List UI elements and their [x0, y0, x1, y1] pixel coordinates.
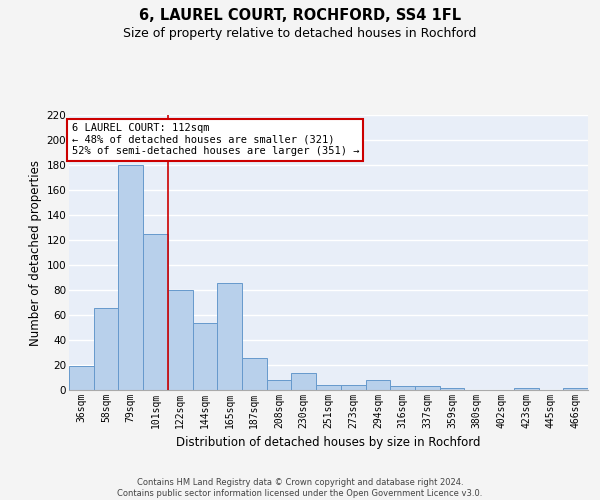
Bar [94, 308, 118, 390]
Text: 6, LAUREL COURT, ROCHFORD, SS4 1FL: 6, LAUREL COURT, ROCHFORD, SS4 1FL [139, 8, 461, 22]
Bar [217, 282, 242, 390]
Bar [390, 386, 415, 390]
Bar [267, 380, 292, 390]
Text: Contains HM Land Registry data © Crown copyright and database right 2024.
Contai: Contains HM Land Registry data © Crown c… [118, 478, 482, 498]
Bar [415, 386, 440, 390]
Bar [440, 388, 464, 390]
Text: Size of property relative to detached houses in Rochford: Size of property relative to detached ho… [124, 28, 476, 40]
Text: 6 LAUREL COURT: 112sqm
← 48% of detached houses are smaller (321)
52% of semi-de: 6 LAUREL COURT: 112sqm ← 48% of detached… [71, 123, 359, 156]
X-axis label: Distribution of detached houses by size in Rochford: Distribution of detached houses by size … [176, 436, 481, 450]
Bar [365, 380, 390, 390]
Bar [316, 385, 341, 390]
Bar [69, 366, 94, 390]
Bar [143, 234, 168, 390]
Bar [563, 388, 588, 390]
Bar [118, 165, 143, 390]
Bar [168, 290, 193, 390]
Bar [193, 322, 217, 390]
Bar [514, 388, 539, 390]
Y-axis label: Number of detached properties: Number of detached properties [29, 160, 43, 346]
Bar [242, 358, 267, 390]
Bar [292, 372, 316, 390]
Bar [341, 385, 365, 390]
